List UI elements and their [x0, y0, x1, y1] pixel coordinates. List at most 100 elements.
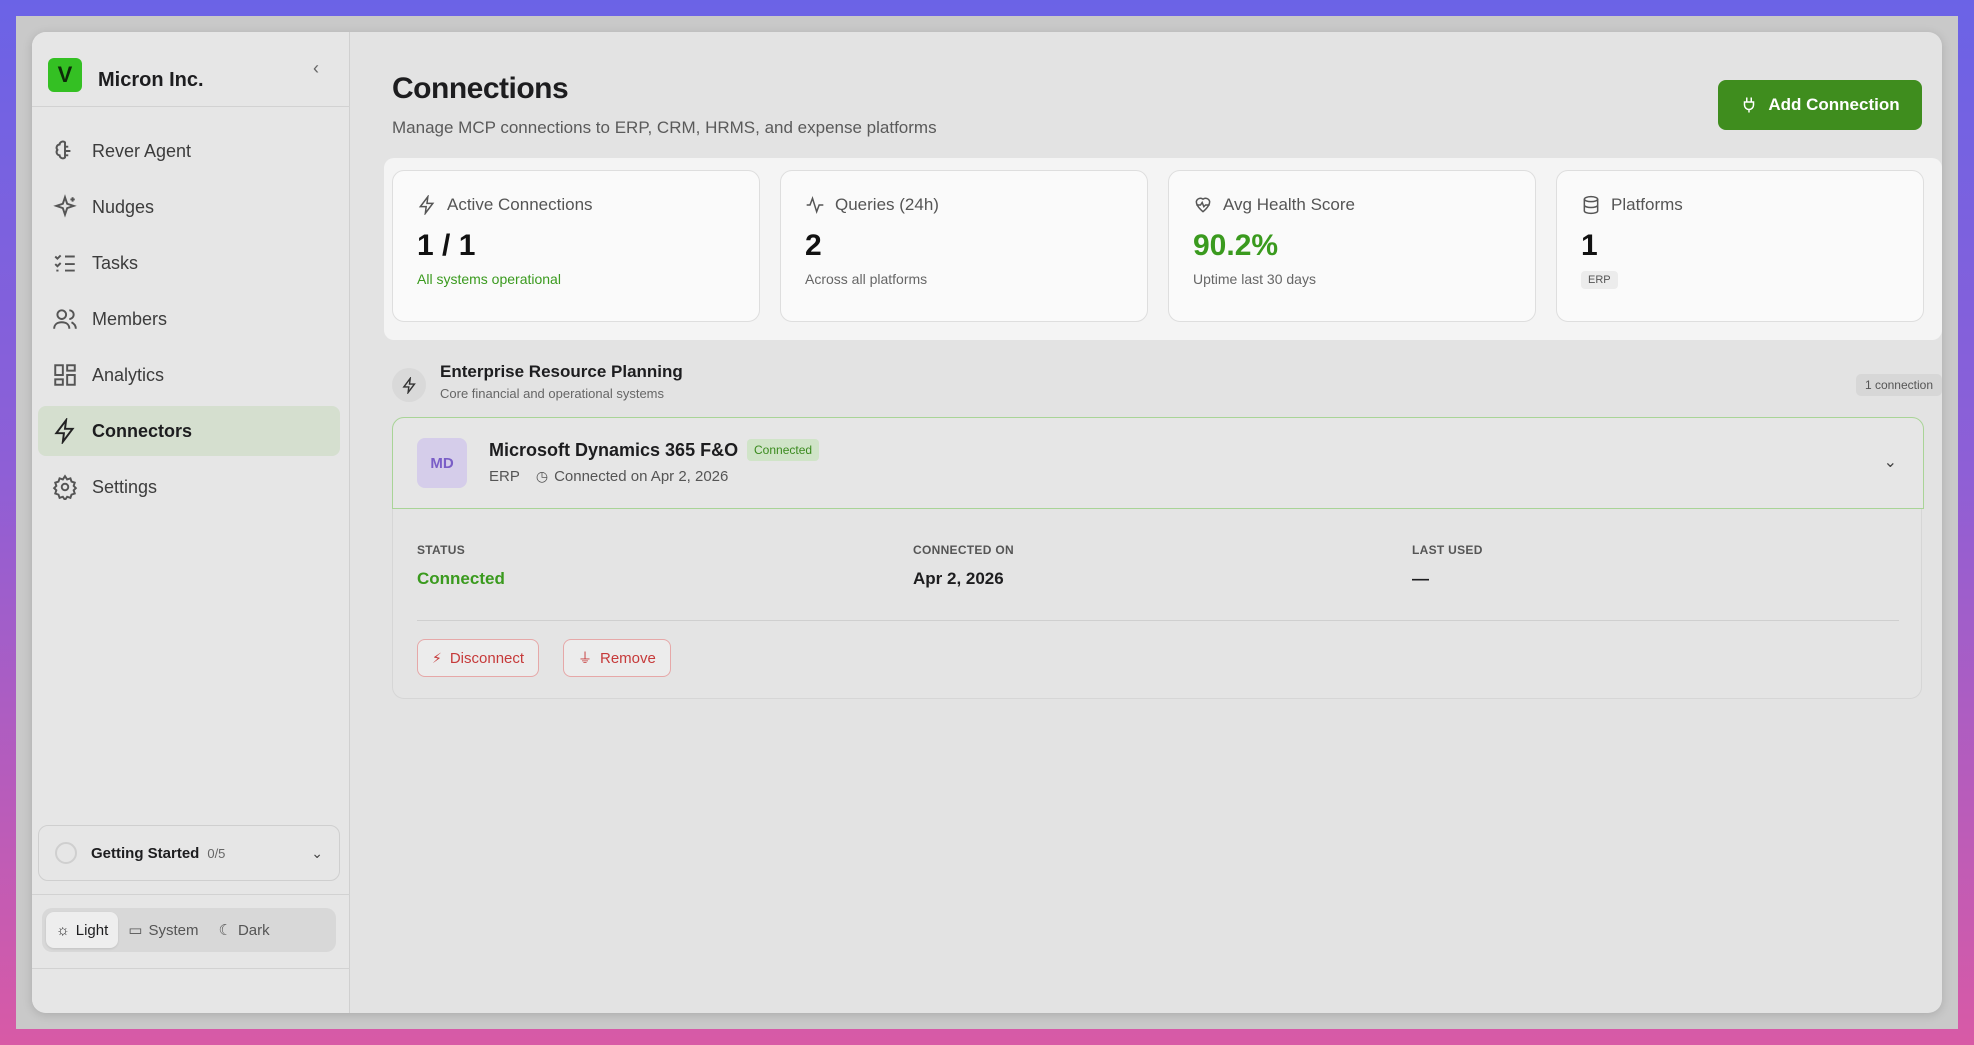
detail-connected-on: CONNECTED ON Apr 2, 2026: [913, 543, 1014, 589]
stat-value: 90.2%: [1193, 229, 1279, 262]
sidebar: V Micron Inc. ‹ Rever Agent Nudges Tasks…: [32, 32, 350, 1013]
sidebar-item-tasks[interactable]: Tasks: [38, 238, 340, 288]
plug-icon: [1744, 97, 1755, 113]
sidebar-item-members[interactable]: Members: [38, 294, 340, 344]
remove-button[interactable]: ⏚ Remove: [563, 639, 671, 677]
brand-logo: V: [48, 58, 82, 92]
heart-pulse-icon: [1195, 197, 1211, 213]
sidebar-item-label: Nudges: [92, 196, 155, 217]
database-icon: [1583, 195, 1599, 215]
sparkles-icon: [53, 194, 77, 218]
sidebar-item-label: Settings: [92, 476, 158, 497]
sidebar-divider: [32, 968, 350, 969]
app-window: V Micron Inc. ‹ Rever Agent Nudges Tasks…: [32, 32, 1942, 1013]
stat-card-active-connections: Active Connections 1 / 1 All systems ope…: [392, 170, 760, 322]
activity-icon: [806, 196, 824, 214]
sidebar-item-label: Members: [92, 308, 168, 329]
workspace-name: Micron Inc.: [98, 68, 204, 91]
chevron-down-icon: ⌄: [311, 844, 323, 861]
connection-card: MD Microsoft Dynamics 365 F&O Connected …: [392, 417, 1924, 699]
sidebar-item-label: Tasks: [92, 252, 139, 273]
users-icon: [53, 309, 77, 329]
section-header-erp: Enterprise Resource Planning Core financ…: [392, 360, 1942, 410]
sidebar-item-label: Analytics: [92, 364, 165, 385]
theme-system-button[interactable]: ▭ System: [118, 912, 208, 948]
brain-icon: [55, 140, 71, 160]
detail-label: CONNECTED ON: [913, 543, 1014, 557]
plug-icon: ⏚: [578, 650, 592, 666]
theme-switcher: ☼ Light ▭ System ☾ Dark: [42, 908, 336, 952]
getting-started-count: 0/5: [207, 845, 226, 861]
stat-label: Platforms: [1611, 195, 1683, 214]
stat-subtext: Across all platforms: [805, 271, 928, 287]
stat-label: Queries (24h): [835, 195, 939, 214]
theme-dark-label: Dark: [237, 921, 270, 939]
sidebar-nav: Rever Agent Nudges Tasks Members Analyti…: [38, 126, 340, 518]
sidebar-item-label: Connectors: [92, 420, 193, 441]
gear-icon: [52, 474, 78, 500]
stat-value: 2: [805, 229, 822, 262]
connector-avatar: MD: [417, 438, 467, 488]
page-subtitle: Manage MCP connections to ERP, CRM, HRMS…: [392, 118, 937, 137]
platform-tag: ERP: [1581, 271, 1618, 289]
sidebar-divider: [32, 106, 350, 107]
getting-started-panel[interactable]: Getting Started 0/5 ⌄: [38, 825, 340, 881]
stat-card-health-score: Avg Health Score 90.2% Uptime last 30 da…: [1168, 170, 1536, 322]
list-checks-icon: [54, 254, 75, 272]
main-content: Connections Manage MCP connections to ER…: [350, 32, 1942, 1013]
detail-value: Connected: [417, 569, 505, 588]
disconnect-button[interactable]: ⚡ Disconnect: [417, 639, 540, 677]
stat-value: 1: [1581, 229, 1598, 262]
stat-value: 1 / 1: [417, 229, 476, 262]
detail-value: Apr 2, 2026: [913, 569, 1004, 588]
sun-icon: ☼: [56, 921, 70, 939]
chevron-down-icon[interactable]: ⌄: [1883, 454, 1897, 471]
sidebar-item-nudges[interactable]: Nudges: [38, 182, 340, 232]
zap-icon: [392, 368, 426, 402]
section-subtitle: Core financial and operational systems: [440, 386, 665, 401]
detail-last-used: LAST USED —: [1412, 543, 1483, 589]
clock-icon: ◷: [535, 468, 549, 484]
sidebar-item-analytics[interactable]: Analytics: [38, 350, 340, 400]
remove-label: Remove: [600, 649, 656, 667]
stat-label: Active Connections: [447, 195, 593, 214]
connection-count-badge: 1 connection: [1855, 374, 1942, 396]
progress-ring-icon: [55, 842, 77, 864]
theme-light-label: Light: [75, 921, 109, 939]
monitor-icon: ▭: [128, 922, 143, 939]
status-badge: Connected: [747, 439, 820, 461]
disconnect-label: Disconnect: [449, 649, 525, 667]
connection-card-header[interactable]: MD Microsoft Dynamics 365 F&O Connected …: [392, 417, 1924, 509]
stat-card-queries: Queries (24h) 2 Across all platforms: [780, 170, 1148, 322]
sidebar-item-rever-agent[interactable]: Rever Agent: [38, 126, 340, 176]
detail-status: STATUS Connected: [417, 543, 505, 589]
add-connection-button[interactable]: Add Connection: [1718, 80, 1922, 130]
add-connection-label: Add Connection: [1768, 95, 1900, 114]
theme-light-button[interactable]: ☼ Light: [46, 912, 119, 948]
getting-started-title: Getting Started: [91, 844, 200, 862]
divider: [417, 620, 1899, 621]
moon-icon: ☾: [218, 922, 232, 939]
detail-label: LAST USED: [1412, 543, 1483, 557]
zap-icon: [418, 195, 435, 215]
collapse-sidebar-button[interactable]: ‹: [302, 54, 330, 82]
sidebar-item-settings[interactable]: Settings: [38, 462, 340, 512]
connector-category: ERP: [489, 468, 520, 485]
connected-on-text: Connected on Apr 2, 2026: [554, 468, 729, 485]
sidebar-divider: [32, 894, 350, 895]
theme-system-label: System: [148, 921, 199, 939]
section-title: Enterprise Resource Planning: [440, 362, 683, 381]
page-title: Connections: [392, 72, 569, 105]
stat-label: Avg Health Score: [1223, 195, 1355, 214]
workspace-switcher[interactable]: V Micron Inc.: [48, 50, 204, 100]
detail-value: —: [1412, 569, 1429, 588]
unplug-icon: ⚡: [432, 649, 442, 666]
zap-icon: [54, 418, 75, 444]
stat-subtext: All systems operational: [417, 271, 561, 287]
theme-dark-button[interactable]: ☾ Dark: [208, 912, 279, 948]
sidebar-item-label: Rever Agent: [92, 140, 192, 161]
chevron-left-icon: ‹: [313, 57, 319, 78]
sidebar-item-connectors[interactable]: Connectors: [38, 406, 340, 456]
detail-label: STATUS: [417, 543, 466, 557]
connector-name: Microsoft Dynamics 365 F&O: [489, 440, 739, 460]
